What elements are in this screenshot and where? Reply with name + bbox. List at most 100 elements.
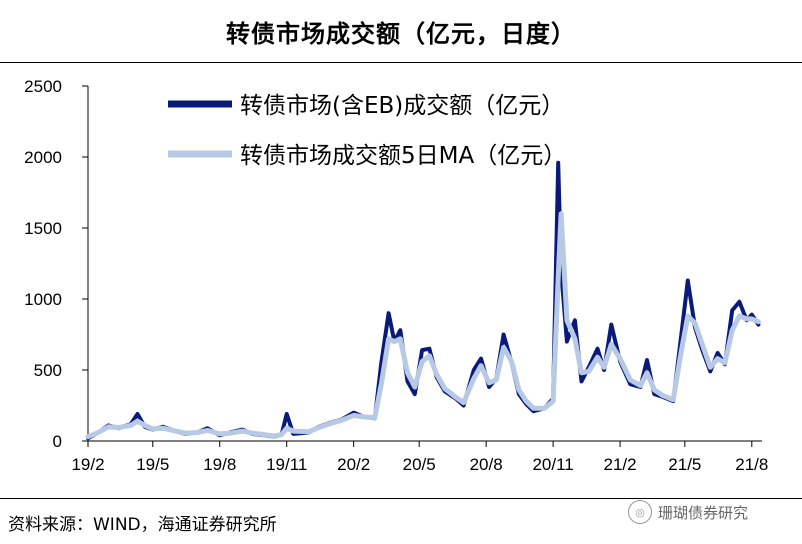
x-tick-label: 21/5 <box>668 455 701 474</box>
series-2-point <box>596 356 599 359</box>
series-1-point <box>653 392 656 396</box>
series-2-point <box>750 317 753 321</box>
series-2-point <box>97 431 100 434</box>
series-1-point <box>136 412 139 416</box>
series-2-point <box>551 400 555 403</box>
x-tick-label: 20/5 <box>403 455 436 474</box>
y-tick-label: 2500 <box>24 77 62 96</box>
series-2-point <box>362 415 366 419</box>
series-2-point <box>565 319 569 322</box>
series-2-point <box>174 429 177 433</box>
series-2-point <box>184 432 187 435</box>
series-1-point <box>716 351 719 355</box>
series-2-point <box>443 387 446 390</box>
series-2-point <box>517 388 521 392</box>
series-2-point <box>693 321 697 325</box>
series-2-point <box>280 433 283 436</box>
series-1-point <box>479 357 483 360</box>
x-tick-label: 19/8 <box>203 455 236 474</box>
series-2-point <box>559 212 563 215</box>
series-1-point <box>487 385 491 389</box>
series-2-point <box>340 419 343 422</box>
legend: 转债市场(含EB)成交额（亿元） 转债市场成交额5日MA（亿元） <box>168 93 566 169</box>
footer-divider <box>0 498 802 499</box>
series-2-point <box>251 432 254 435</box>
x-axis: 19/2 19/5 19/8 19/11 20/2 20/5 20/8 20/11 21/2 21… <box>71 440 768 474</box>
line-chart: 0 500 1000 1500 2000 2500 19/2 19/5 19/8 19/11 20… <box>24 77 768 474</box>
series-2-point <box>580 371 583 374</box>
series-1-point <box>750 313 753 316</box>
series-2-point <box>645 371 649 374</box>
series-2-point <box>679 354 682 357</box>
series-2-point <box>373 416 376 419</box>
page-title: 转债市场成交额（亿元，日度） <box>226 19 576 48</box>
series-2-point <box>661 394 665 397</box>
series-2-point <box>510 360 513 363</box>
y-axis: 0 500 1000 1500 2000 2500 <box>24 77 89 451</box>
series-2-point <box>472 377 475 380</box>
series-1-point <box>472 368 475 372</box>
series-2-point <box>487 381 491 384</box>
series-2-point <box>672 398 675 401</box>
legend-label-2: 转债市场成交额5日MA（亿元） <box>240 143 566 169</box>
series-1-point <box>645 358 649 362</box>
series-2-point <box>602 366 606 369</box>
x-tick-label: 20/2 <box>337 455 370 474</box>
x-tick-label: 20/11 <box>532 455 573 474</box>
series-1 <box>86 160 761 441</box>
series-2-point <box>285 427 288 430</box>
series-2-point <box>525 400 528 403</box>
series-2-point <box>428 354 431 357</box>
watermark-text: 珊瑚债券研究 <box>658 503 749 522</box>
series-2-point <box>86 435 90 438</box>
series-1-point <box>413 392 416 396</box>
y-tick-label: 2000 <box>24 148 62 167</box>
wechat-icon: ◎ <box>628 500 652 524</box>
series-1-point <box>596 347 599 350</box>
series-2-point <box>143 424 146 427</box>
series-1-point <box>557 161 560 164</box>
series-2-point <box>151 427 154 431</box>
series-1-point <box>420 348 424 352</box>
series-2-point <box>292 429 295 433</box>
series-2-point <box>329 422 333 425</box>
series-2-point <box>479 364 483 367</box>
series-2-point <box>686 314 689 318</box>
series-2-point <box>495 378 498 382</box>
series-2-point <box>406 371 409 374</box>
series-2-point <box>618 357 622 360</box>
series-2-line <box>85 211 761 440</box>
series-2-point <box>731 329 734 332</box>
series-1-point <box>406 380 409 383</box>
series-2-point <box>393 340 396 343</box>
series-2-point <box>532 407 535 410</box>
series-2-point <box>420 360 424 363</box>
x-tick-label: 19/2 <box>71 455 104 474</box>
series-2-point <box>701 343 704 346</box>
y-tick-label: 1000 <box>24 290 62 309</box>
series-2-point <box>228 432 232 435</box>
series-2-point <box>573 337 577 340</box>
y-tick-label: 1500 <box>24 219 62 238</box>
series-2-point <box>387 337 390 340</box>
series-1-point <box>738 300 741 303</box>
series-1-point <box>399 329 402 332</box>
series-2-point <box>136 419 139 423</box>
series-2-point <box>317 426 320 429</box>
x-tick-label: 19/11 <box>266 455 307 474</box>
series-2-point <box>380 383 383 386</box>
series-2-point <box>307 430 310 433</box>
series-2-point <box>206 429 209 432</box>
series-2-point <box>241 429 244 433</box>
series-2-point <box>196 431 199 434</box>
series-2-point <box>454 395 457 399</box>
series-2-point <box>218 432 221 436</box>
series-1-point <box>686 279 689 282</box>
title-divider <box>0 62 802 63</box>
series-2-point <box>723 361 727 365</box>
y-tick-label: 0 <box>53 432 62 451</box>
series-1-point <box>709 370 712 373</box>
series-1-point <box>573 319 577 322</box>
series-1-point <box>629 383 632 386</box>
series-2-point <box>745 317 748 321</box>
